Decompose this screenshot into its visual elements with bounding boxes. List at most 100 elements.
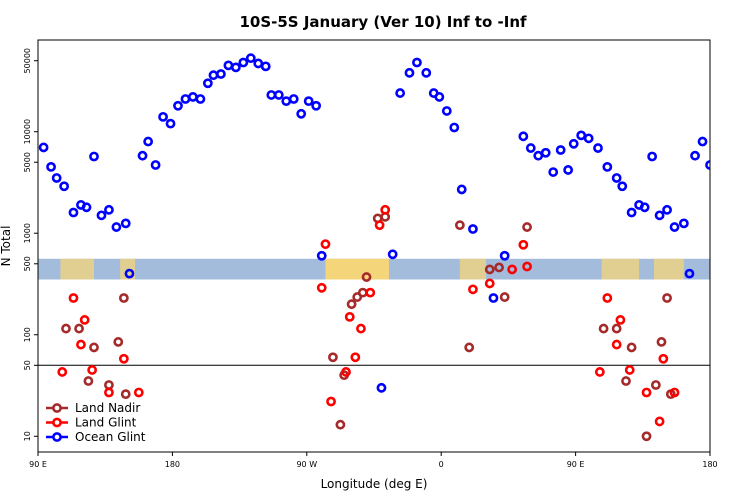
data-point — [484, 278, 495, 289]
data-point — [180, 94, 191, 104]
x-tick-label: 90 E — [567, 460, 585, 469]
data-point — [583, 133, 594, 144]
data-point — [593, 143, 603, 153]
data-point — [79, 315, 90, 325]
data-point — [118, 293, 129, 303]
data-point — [507, 264, 518, 275]
data-point — [395, 88, 406, 98]
data-point — [376, 382, 387, 393]
data-point — [669, 387, 680, 398]
y-axis-label: N Total — [0, 226, 13, 267]
data-point — [468, 224, 478, 234]
data-point — [602, 161, 613, 172]
data-point — [484, 264, 495, 275]
data-point — [576, 130, 587, 141]
data-point — [639, 202, 650, 213]
data-point — [522, 222, 532, 232]
data-point — [81, 202, 92, 213]
data-point — [387, 249, 398, 260]
data-point — [273, 90, 284, 100]
data-point — [374, 220, 385, 231]
data-point — [626, 207, 637, 218]
data-point — [253, 58, 264, 69]
data-point — [356, 323, 366, 334]
data-point — [621, 376, 631, 386]
data-point — [404, 67, 415, 78]
data-point — [499, 250, 510, 261]
data-point — [641, 431, 652, 442]
map-land-region — [60, 258, 94, 280]
data-point — [188, 92, 198, 102]
legend-marker — [52, 417, 62, 428]
data-point — [518, 239, 529, 250]
data-point — [365, 287, 376, 298]
data-point — [434, 92, 445, 102]
y-tick-label: 10000 — [23, 119, 32, 144]
legend-label: Ocean Glint — [75, 430, 146, 444]
data-point — [341, 367, 351, 377]
data-point — [83, 376, 94, 386]
data-point — [658, 353, 669, 364]
y-tick-label: 100 — [23, 327, 32, 342]
data-point — [684, 268, 695, 279]
data-point — [669, 222, 680, 232]
data-point — [51, 173, 62, 183]
chart-title: 10S-5S January (Ver 10) Inf to -Inf — [239, 13, 527, 31]
data-point — [468, 284, 478, 295]
data-point — [303, 96, 314, 107]
y-tick-label: 5000 — [23, 152, 32, 172]
map-land-region — [459, 258, 486, 280]
data-point — [316, 282, 327, 293]
data-point — [654, 416, 665, 427]
data-point — [615, 315, 626, 325]
data-point — [281, 96, 292, 107]
data-point — [113, 337, 124, 347]
data-point — [124, 268, 135, 279]
data-point — [611, 173, 622, 183]
data-point — [260, 61, 271, 72]
data-point — [494, 262, 504, 273]
series-ocean-glint — [38, 53, 728, 393]
data-point — [488, 293, 499, 303]
data-point — [344, 311, 355, 322]
data-point — [499, 292, 510, 302]
data-point — [721, 120, 728, 127]
y-tick-label: 50 — [23, 360, 32, 370]
legend-label: Land Nadir — [75, 401, 140, 415]
data-point — [662, 293, 672, 303]
data-point — [611, 323, 622, 334]
data-point — [656, 337, 667, 347]
data-point — [104, 387, 114, 398]
data-point — [678, 218, 689, 229]
data-point — [548, 167, 559, 177]
data-point — [598, 323, 609, 334]
data-point — [641, 387, 652, 398]
plot-frame — [37, 39, 711, 453]
data-point — [68, 207, 79, 218]
data-point — [150, 160, 161, 170]
data-point — [89, 342, 99, 353]
data-point — [456, 184, 467, 195]
map-land-region — [325, 258, 389, 280]
data-point — [61, 323, 71, 334]
data-point — [568, 138, 579, 149]
plot-area — [38, 53, 728, 442]
data-point — [412, 57, 422, 68]
data-point — [89, 151, 99, 162]
data-point — [335, 419, 346, 430]
data-point — [104, 380, 114, 390]
data-point — [320, 239, 331, 250]
axes: 90 E 180 90 W 0 90 E 180 10 50 100 500 1000 5000 100… — [23, 39, 718, 469]
data-point — [46, 161, 56, 172]
data-point — [624, 365, 635, 375]
x-tick-label: 180 — [165, 460, 180, 469]
data-point — [421, 67, 432, 78]
data-point — [326, 396, 336, 407]
data-point — [705, 160, 710, 170]
data-point — [96, 210, 107, 221]
data-point — [195, 94, 206, 104]
data-point — [111, 222, 122, 232]
data-point — [120, 218, 131, 229]
data-point — [143, 136, 154, 147]
